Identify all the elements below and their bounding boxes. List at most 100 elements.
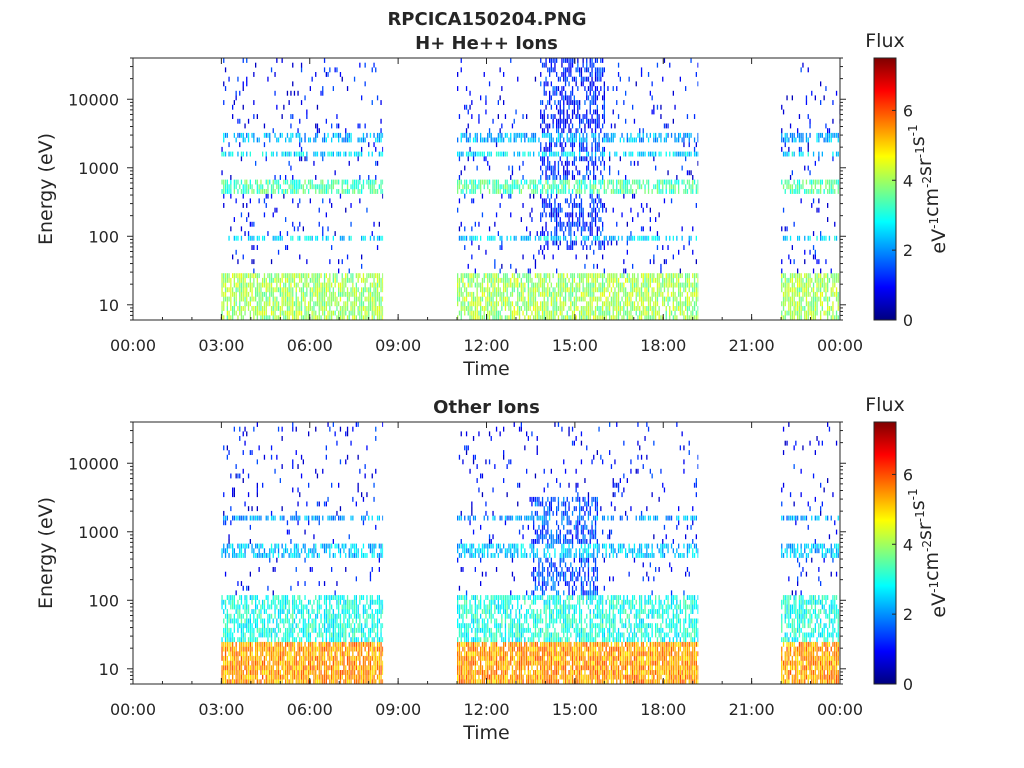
spectrogram-cell [380,282,382,288]
spectrogram-cell [589,193,591,199]
spectrogram-cell [800,315,802,321]
spectrogram-cell [467,277,469,283]
spectrogram-cell [655,137,657,143]
spectrogram-cell [316,287,319,293]
spectrogram-cell [543,198,545,204]
spectrogram-cell [556,118,558,124]
spectrogram-cell [343,282,345,288]
spectrogram-cell [465,128,468,134]
spectrogram-cell [260,291,262,297]
spectrogram-cell [647,287,650,293]
spectrogram-cell [304,277,306,283]
spectrogram-cell [593,95,595,101]
spectrogram-cell [632,217,634,222]
spectrogram-cell [798,296,801,302]
spectrogram-cell [809,132,811,138]
spectrogram-cell [640,291,643,297]
spectrogram-cell [549,142,551,148]
spectrogram-cell [596,123,598,129]
spectrogram-cell [223,674,225,680]
spectrogram-cell [547,296,549,302]
spectrogram-cell [642,282,644,288]
spectrogram-cell [561,151,563,157]
spectrogram-cell [586,151,588,157]
spectrogram-cell [366,207,368,213]
spectrogram-cell [256,277,258,283]
spectrogram-cell [262,282,264,288]
spectrogram-cell [288,287,290,293]
spectrogram-cell [297,90,299,96]
spectrogram-cell [285,245,287,250]
spectrogram-cell [235,665,237,671]
spectrogram-cell [357,296,359,302]
spectrogram-cell [460,170,462,176]
spectrogram-cell [359,273,361,279]
spectrogram-cell [527,268,529,274]
spectrogram-cell [635,306,637,311]
spectrogram-cell [242,478,244,483]
spectrogram-cell [834,235,836,241]
spectrogram-cell [253,655,255,661]
spectrogram-cell [226,637,228,643]
spectrogram-cell [610,287,613,293]
spectrogram-cell [224,623,227,629]
spectrogram-cell [371,184,373,190]
spectrogram-cell [594,217,597,222]
spectrogram-cell [536,301,538,307]
spectrogram-cell [256,670,258,675]
spectrogram-cell [635,179,637,185]
spectrogram-cell [626,137,628,143]
spectrogram-cell [501,296,503,302]
spectrogram-cell [681,306,683,311]
spectrogram-cell [667,301,669,307]
spectrogram-cell [616,277,618,283]
spectrogram-cell [235,618,237,624]
spectrogram-cell [552,240,554,246]
spectrogram-cell [308,235,310,241]
spectrogram-cell [295,315,297,321]
spectrogram-cell [685,184,687,190]
spectrogram-cell [600,273,602,279]
spectrogram-cell [587,273,590,279]
spectrogram-cell [782,207,785,213]
spectrogram-cell [791,291,793,297]
spectrogram-cell [263,618,266,624]
spectrogram-cell [233,618,235,624]
spectrogram-cell [632,291,634,297]
spectrogram-cell [237,515,239,521]
spectrogram-cell [683,189,685,194]
spectrogram-cell [382,287,384,293]
spectrogram-cell [458,291,461,297]
spectrogram-cell [237,282,239,288]
spectrogram-cell [492,315,494,321]
spectrogram-cell [366,132,368,138]
spectrogram-cell [246,132,248,138]
spectrogram-cell [368,179,370,185]
spectrogram-cell [832,287,834,293]
spectrogram-cell [573,58,575,63]
spectrogram-cell [240,618,243,624]
spectrogram-cell [511,273,514,279]
spectrogram-cell [559,310,561,316]
y-tick-label: 10000 [68,90,119,109]
spectrogram-cell [265,156,267,162]
spectrogram-cell [818,259,820,265]
spectrogram-cell [233,282,235,288]
spectrogram-cell [481,277,484,283]
spectrogram-cell [255,660,257,666]
spectrogram-cell [598,217,600,222]
spectrogram-cell [587,306,590,311]
spectrogram-cell [309,287,311,293]
spectrogram-cell [506,301,508,307]
spectrogram-cell [297,203,299,208]
spectrogram-cell [371,189,373,194]
spectrogram-cell [224,637,227,643]
spectrogram-cell [246,641,248,647]
spectrogram-cell [640,67,643,73]
spectrogram-cell [603,268,605,274]
spectrogram-cell [579,189,581,194]
spectrogram-cell [681,151,683,157]
spectrogram-cell [290,287,292,293]
spectrogram-cell [269,670,271,675]
spectrogram-cell [483,156,485,162]
